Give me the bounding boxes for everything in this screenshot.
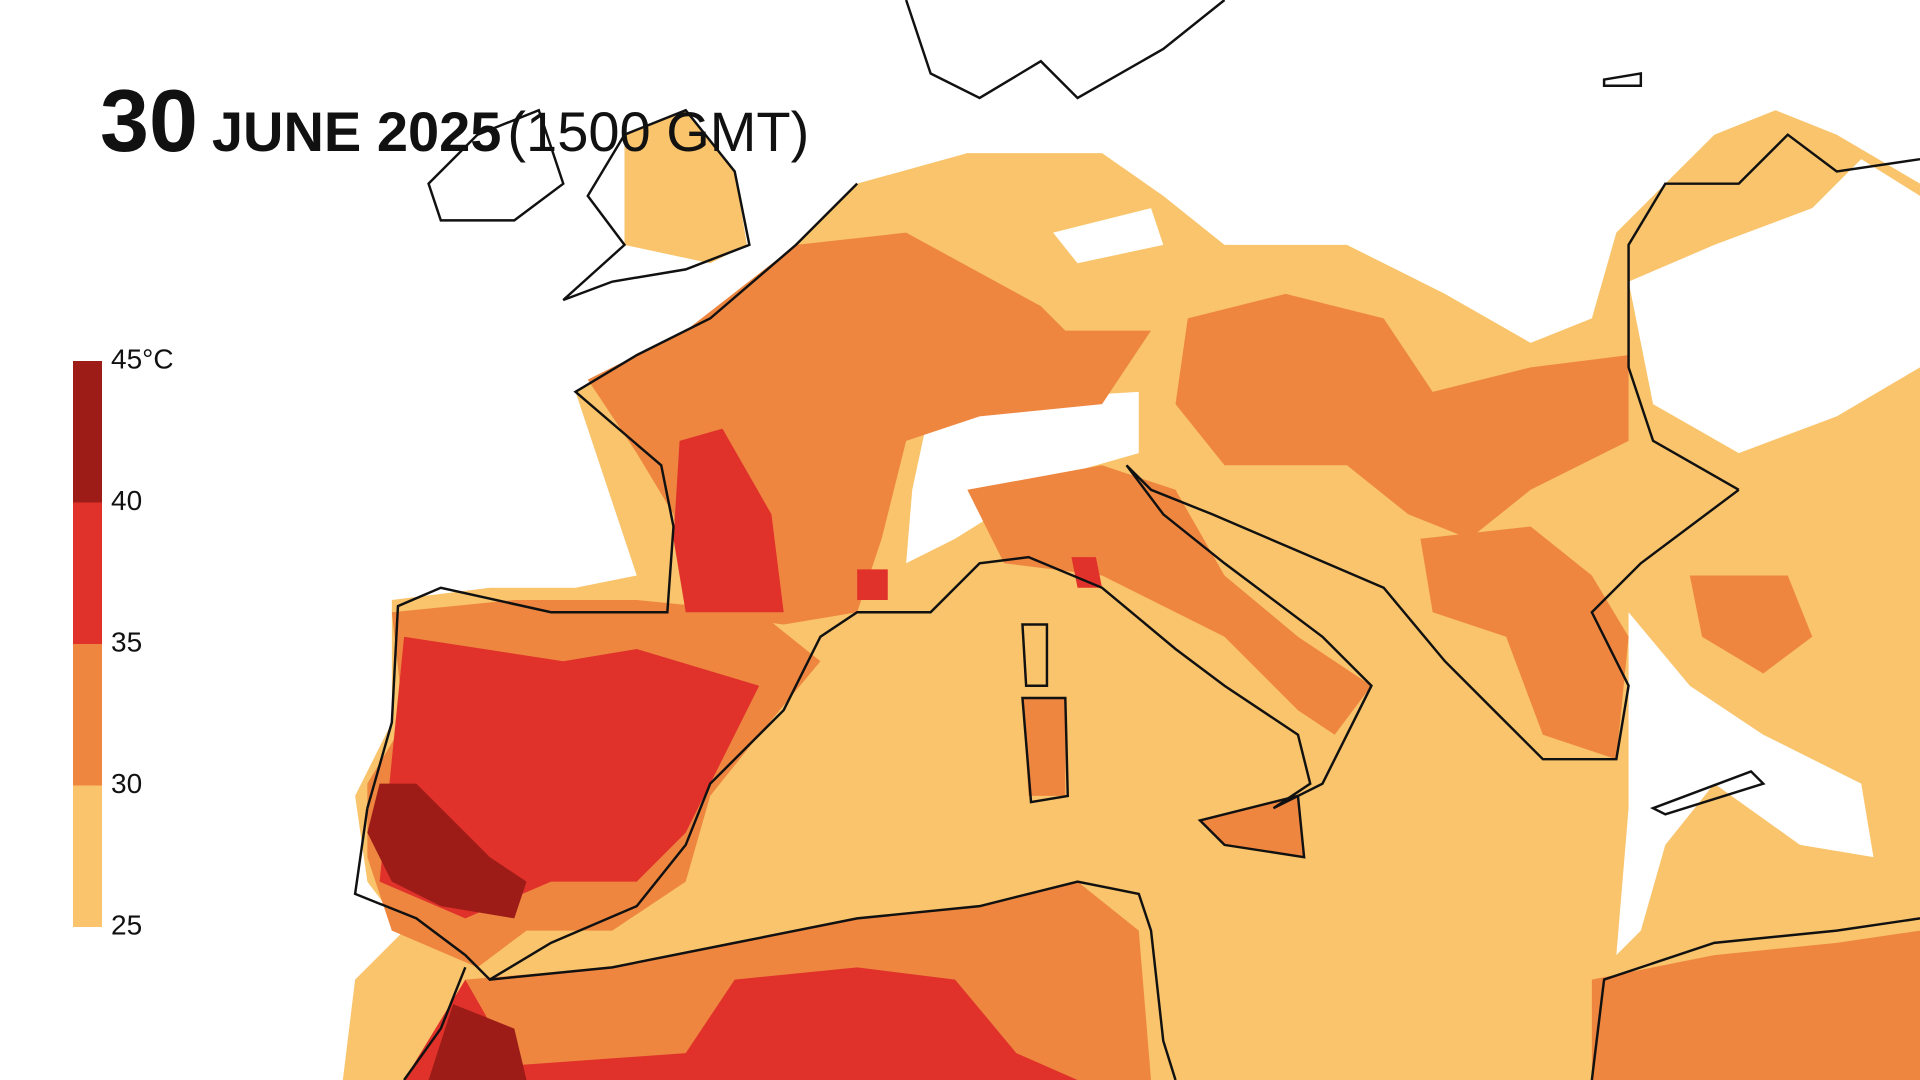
zone-below-25 bbox=[1628, 159, 1920, 454]
date-day: 30 bbox=[100, 71, 198, 170]
legend-band bbox=[73, 644, 102, 786]
zone-below-25 bbox=[1616, 612, 1874, 956]
zone-below-25 bbox=[1053, 208, 1164, 264]
zone-below-25 bbox=[906, 391, 1139, 564]
date-month-year: JUNE 2025 bbox=[211, 100, 502, 163]
legend-band bbox=[73, 502, 102, 644]
legend-band bbox=[73, 361, 102, 503]
legend-label: 45°C bbox=[111, 343, 174, 374]
legend-label: 40 bbox=[111, 485, 142, 516]
title: 30 JUNE 2025 (1500 GMT) bbox=[100, 70, 809, 172]
legend: 45°C 40 35 30 25 bbox=[73, 343, 174, 940]
legend-label: 35 bbox=[111, 626, 142, 657]
legend-label: 30 bbox=[111, 768, 142, 799]
time: (1500 GMT) bbox=[507, 100, 810, 163]
legend-label: 25 bbox=[111, 909, 142, 940]
coastlines bbox=[353, 0, 1920, 1080]
legend-band bbox=[73, 785, 102, 927]
zone-above-40 bbox=[367, 783, 527, 1080]
temperature-map bbox=[342, 0, 1920, 1080]
